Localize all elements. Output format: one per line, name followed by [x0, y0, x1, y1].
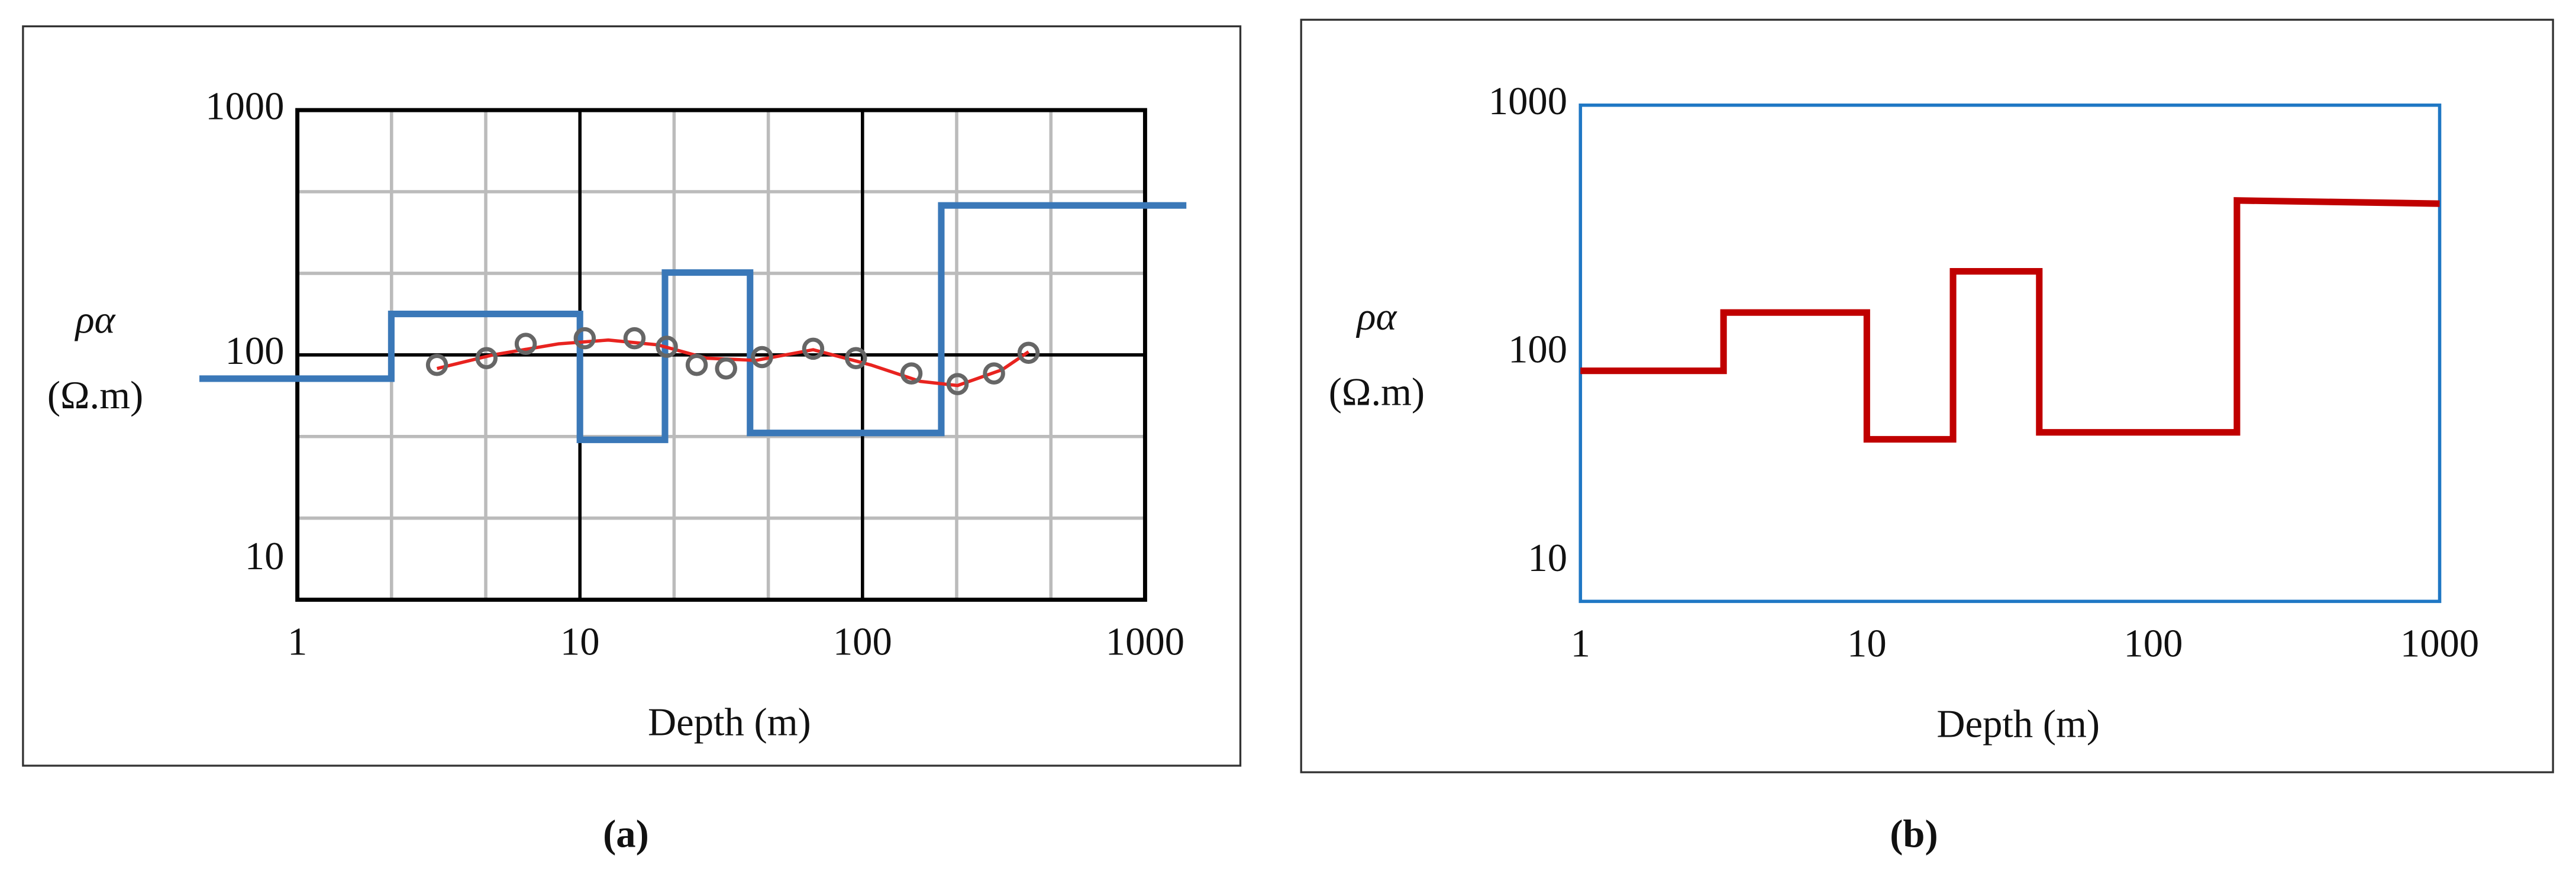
- y-tick-label: 10: [1528, 537, 1567, 580]
- y-tick-label: 100: [1508, 328, 1567, 371]
- x-tick-label: 1: [288, 621, 307, 664]
- data-point: [946, 373, 969, 395]
- data-point: [425, 354, 448, 376]
- panel-border: [1300, 18, 2554, 773]
- data-point: [685, 354, 708, 376]
- panel-caption: (a): [603, 813, 649, 856]
- data-point: [514, 333, 537, 355]
- data-point: [844, 347, 867, 370]
- plot-frame: [1578, 103, 2442, 604]
- y-axis-label: ρα: [1355, 295, 1397, 338]
- x-tick-label: 100: [833, 621, 892, 664]
- y-axis-unit: (Ω.m): [1329, 371, 1425, 414]
- x-tick-label: 1: [1571, 622, 1590, 665]
- data-point: [983, 362, 1005, 385]
- panel-caption: (b): [1890, 813, 1938, 856]
- x-tick-label: 1000: [2400, 622, 2479, 665]
- y-tick-label: 1000: [205, 85, 284, 128]
- data-point: [715, 357, 737, 380]
- x-tick-label: 1000: [1106, 621, 1184, 664]
- data-point: [475, 347, 498, 370]
- y-axis-unit: (Ω.m): [47, 374, 143, 417]
- y-tick-label: 10: [245, 535, 285, 578]
- data-point: [802, 337, 825, 360]
- y-tick-label: 1000: [1489, 80, 1567, 123]
- data-point: [751, 346, 773, 369]
- data-point: [656, 335, 678, 358]
- x-tick-label: 100: [2123, 622, 2183, 665]
- data-line: [1580, 197, 2440, 443]
- x-axis-label: Depth (m): [648, 701, 811, 744]
- y-axis-label: ρα: [75, 298, 117, 341]
- y-tick-label: 100: [225, 330, 284, 373]
- panel-border: [22, 25, 1242, 767]
- plot-frame: [295, 108, 1147, 602]
- data-point: [1017, 341, 1040, 364]
- x-tick-label: 10: [1847, 622, 1887, 665]
- x-tick-label: 10: [560, 621, 600, 664]
- data-point: [573, 327, 596, 350]
- x-axis-label: Depth (m): [1936, 702, 2100, 746]
- data-point: [900, 362, 923, 385]
- data-line: [199, 202, 1187, 443]
- data-point: [623, 327, 646, 350]
